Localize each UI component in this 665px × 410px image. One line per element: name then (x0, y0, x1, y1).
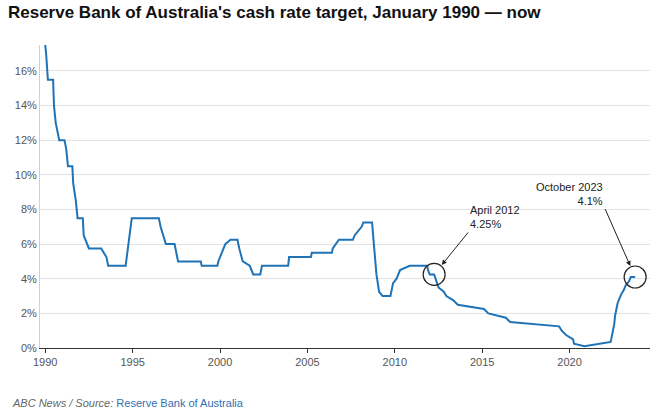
svg-text:2000: 2000 (208, 356, 232, 368)
svg-text:Reserve Bank of Australia's ca: Reserve Bank of Australia's cash rate ta… (8, 3, 541, 22)
svg-text:12%: 12% (15, 134, 37, 146)
svg-text:2020: 2020 (557, 356, 581, 368)
svg-text:10%: 10% (15, 169, 37, 181)
svg-text:1995: 1995 (120, 356, 144, 368)
svg-text:8%: 8% (21, 203, 37, 215)
svg-text:2010: 2010 (383, 356, 407, 368)
svg-text:2%: 2% (21, 307, 37, 319)
svg-text:0%: 0% (21, 342, 37, 354)
svg-text:2005: 2005 (295, 356, 319, 368)
svg-text:1990: 1990 (33, 356, 57, 368)
svg-text:2015: 2015 (470, 356, 494, 368)
svg-text:16%: 16% (15, 65, 37, 77)
svg-text:April 20124.25%: April 20124.25% (470, 204, 520, 230)
svg-text:October 20234.1%: October 20234.1% (536, 181, 603, 207)
svg-text:6%: 6% (21, 238, 37, 250)
svg-text:14%: 14% (15, 99, 37, 111)
svg-text:ABC News / Source: Reserve Ban: ABC News / Source: Reserve Bank of Austr… (12, 397, 244, 409)
svg-text:4%: 4% (21, 273, 37, 285)
